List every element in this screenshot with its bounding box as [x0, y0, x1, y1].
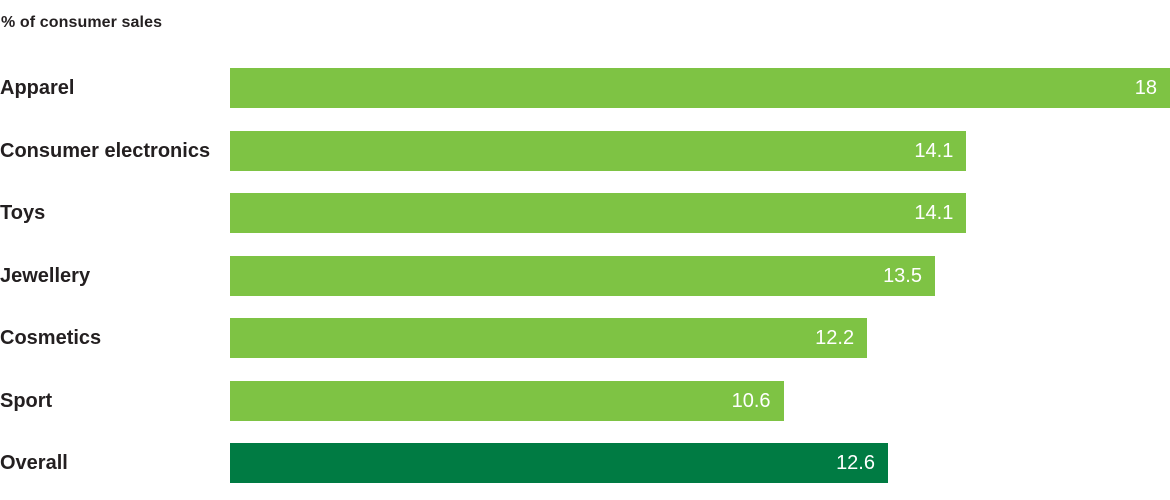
bar-track: 14.1 [230, 130, 1170, 171]
bar-track: 13.5 [230, 255, 1170, 296]
chart-row: Overall 12.6 [0, 443, 1170, 483]
category-label: Sport [0, 389, 53, 412]
bar: 12.2 [230, 318, 868, 358]
bar-value-label: 12.2 [815, 327, 855, 349]
bar: 14.1 [230, 193, 967, 233]
category-label: Apparel [0, 77, 75, 99]
bar-value-label: 18 [1134, 77, 1157, 99]
category-label: Overall [0, 452, 68, 474]
bar-track: 12.2 [230, 318, 1170, 358]
category-label: Jewellery [0, 264, 91, 287]
chart-row: Toys 14.1 [0, 193, 1170, 233]
category-label: Toys [0, 202, 46, 224]
bar-value-label: 12.6 [836, 452, 875, 474]
bar: 18 [230, 68, 1170, 108]
chart-title: % of consumer sales [1, 14, 163, 31]
bar: 14.1 [230, 130, 967, 171]
bar: 13.5 [230, 255, 935, 296]
chart-row: Cosmetics 12.2 [0, 318, 1170, 358]
bar-track: 12.6 [230, 443, 1170, 483]
bar-value-label: 14.1 [914, 139, 954, 162]
bar-value-label: 13.5 [883, 264, 922, 287]
category-label: Cosmetics [0, 327, 102, 349]
chart-row: Jewellery 13.5 [0, 255, 1170, 296]
bar-value-label: 10.6 [731, 389, 771, 412]
category-label: Consumer electronics [0, 139, 211, 162]
chart-row: Consumer electronics 14.1 [0, 130, 1170, 171]
chart-row: Sport 10.6 [0, 380, 1170, 421]
bar-track: 10.6 [230, 380, 1170, 421]
bar-track: 14.1 [230, 193, 1170, 233]
bar-highlight: 12.6 [230, 443, 888, 483]
bar-value-label: 14.1 [914, 202, 954, 224]
chart-rows: Apparel 18 Consumer electronics 14.1 Toys 14.… [0, 68, 1170, 483]
chart-row: Apparel 18 [0, 68, 1170, 108]
bar-track: 18 [230, 68, 1170, 108]
bar: 10.6 [230, 380, 784, 421]
